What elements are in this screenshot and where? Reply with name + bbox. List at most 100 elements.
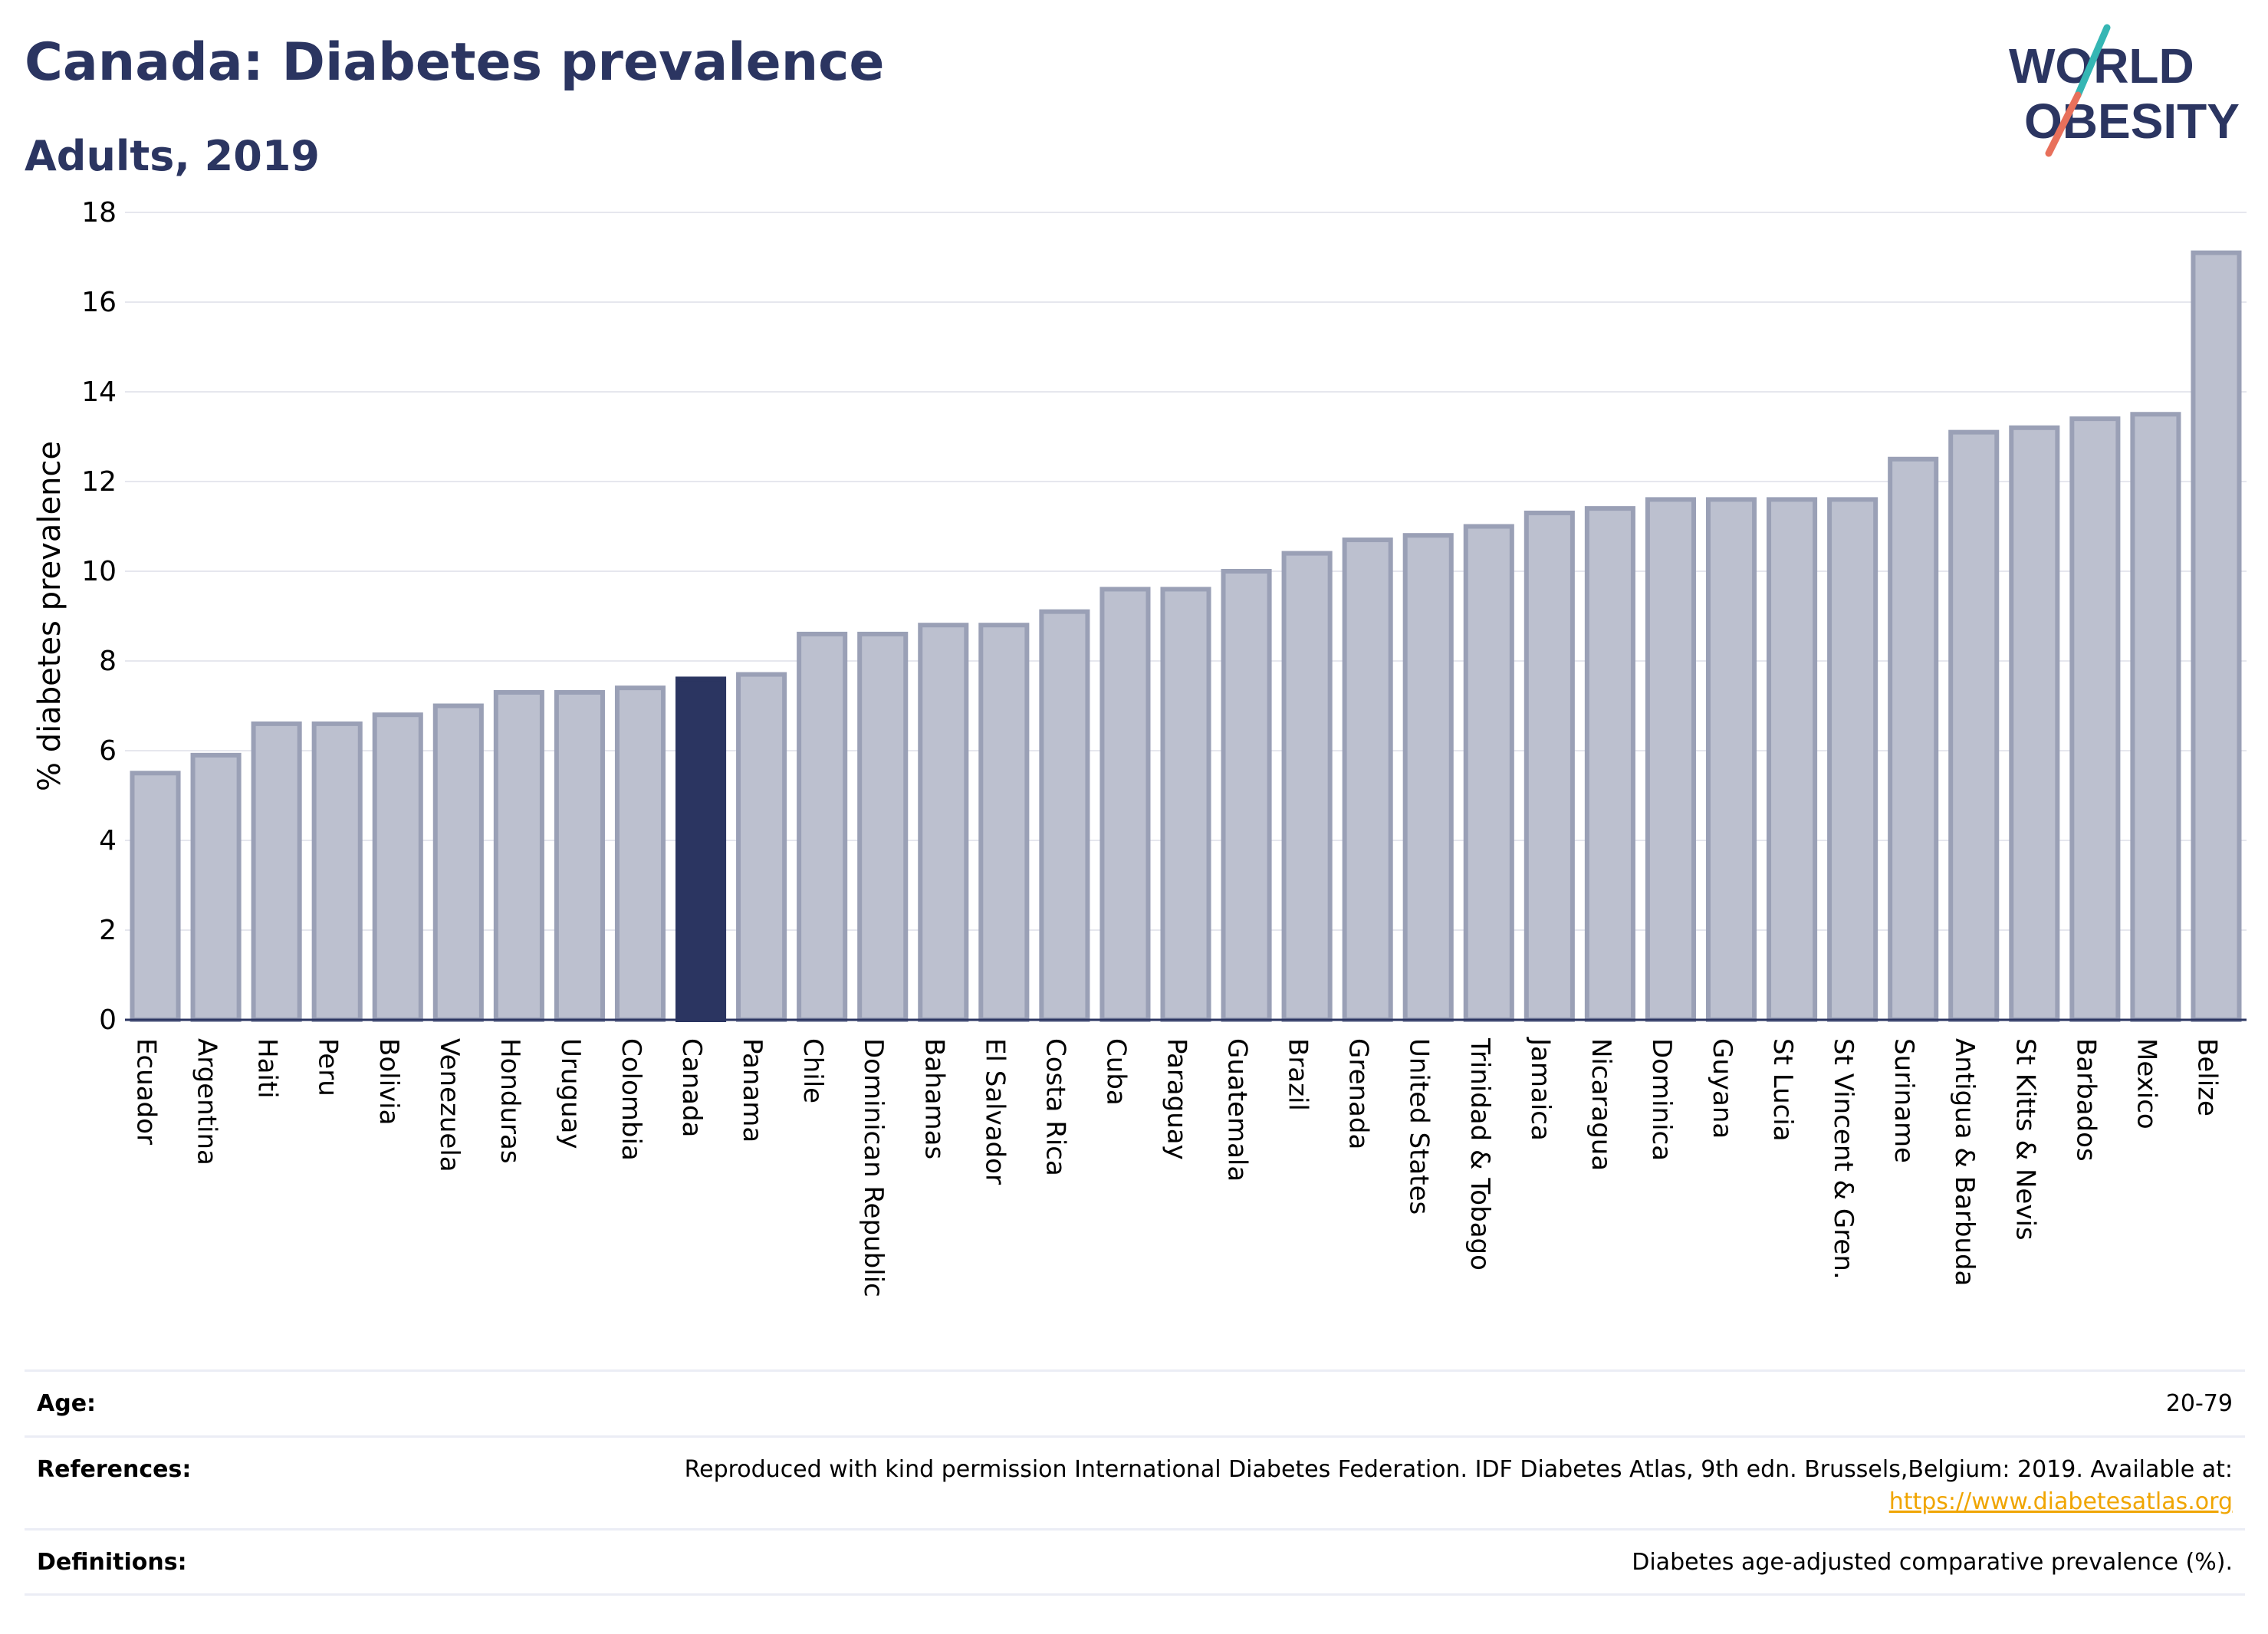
meta-references-label: References: [37, 1456, 192, 1483]
x-tick-label: Panama [737, 1038, 768, 1142]
bar-guatemala [1221, 569, 1272, 1022]
x-tick-label: Canada [676, 1038, 707, 1137]
bar-argentina [190, 752, 242, 1022]
bar-jamaica [1524, 510, 1575, 1022]
meta-definitions-row: Definitions: Diabetes age-adjusted compa… [25, 1530, 2245, 1596]
x-tick-label: Peru [313, 1038, 343, 1096]
x-tick-label: Guyana [1707, 1038, 1737, 1139]
y-tick-label: 14 [81, 376, 117, 408]
x-tick-label: Guatemala [1222, 1038, 1253, 1182]
x-tick-label: Haiti [252, 1038, 283, 1099]
x-tick-label: Uruguay [555, 1038, 586, 1149]
x-tick-label: Antigua & Barbuda [1949, 1038, 1980, 1286]
y-axis-ticks: 0 2 4 6 8 10 12 14 16 18 [81, 197, 117, 1036]
bar-honduras [493, 689, 544, 1022]
bar-nicaragua [1584, 506, 1635, 1022]
meta-references-row: References: Reproduced with kind permiss… [25, 1438, 2245, 1530]
bar-peru [311, 721, 363, 1023]
y-tick-label: 12 [81, 466, 117, 498]
meta-references-link[interactable]: https://www.diabetesatlas.org [1888, 1488, 2233, 1515]
bar-antigua-barbuda [1948, 429, 2000, 1022]
bar-st-vincent-gren- [1827, 497, 1878, 1022]
y-tick-label: 10 [81, 556, 117, 587]
bar-chile [797, 631, 848, 1023]
y-tick-label: 18 [81, 197, 117, 228]
meta-definitions-value: Diabetes age-adjusted comparative preval… [1632, 1549, 2233, 1576]
x-axis-ticks: Ecuador Argentina Haiti Peru Bolivia Venezuel… [131, 1037, 2223, 1297]
bar-st-kitts-nevis [2009, 425, 2060, 1022]
x-tick-label: El Salvador [979, 1038, 1010, 1185]
x-tick-label: Brazil [1283, 1038, 1313, 1111]
meta-references-text: Reproduced with kind permission Internat… [684, 1456, 2233, 1483]
bar-bahamas [918, 623, 969, 1022]
y-axis-label: % diabetes prevalence [32, 441, 67, 791]
bar-st-lucia [1767, 497, 1818, 1022]
x-tick-label: Bolivia [373, 1038, 404, 1125]
bar-el-salvador [978, 623, 1030, 1022]
x-tick-label: Barbados [2070, 1038, 2101, 1162]
meta-age-label: Age: [37, 1390, 97, 1417]
logo-line2: OBESITY [2024, 94, 2240, 149]
logo-slash-red [2045, 91, 2082, 157]
x-tick-label: St Lucia [1767, 1038, 1798, 1142]
bar-dominican-republic [857, 631, 909, 1023]
bar-grenada [1342, 538, 1393, 1022]
meta-age-value: 20-79 [2165, 1390, 2233, 1417]
bar-canada [675, 676, 727, 1023]
x-tick-label: Argentina [192, 1038, 222, 1165]
bar-colombia [614, 685, 666, 1022]
bar-united-states [1402, 533, 1454, 1022]
bar-barbados [2069, 416, 2121, 1022]
bar-chart: 0 2 4 6 8 10 12 14 16 18 Ecuador Argentina Haiti Per… [32, 197, 2247, 1297]
x-tick-label: Belize [2191, 1038, 2222, 1116]
bar-ecuador [130, 771, 181, 1022]
x-tick-label: United States [1404, 1038, 1435, 1215]
x-tick-label: St Vincent & Gren. [1828, 1038, 1859, 1280]
y-tick-label: 4 [99, 825, 117, 856]
world-obesity-logo: WORLD OBESITY [2009, 24, 2240, 157]
chart-title: Canada: Diabetes prevalence [25, 32, 885, 93]
x-tick-label: Suriname [1888, 1038, 1919, 1163]
x-tick-label: Cuba [1100, 1038, 1131, 1106]
y-tick-label: 2 [99, 915, 117, 946]
bar-guyana [1705, 497, 1757, 1022]
meta-top-divider [25, 1369, 2245, 1372]
bar-dominica [1645, 497, 1696, 1022]
bar-bolivia [372, 712, 423, 1022]
chart-subtitle: Adults, 2019 [25, 132, 320, 180]
bar-haiti [251, 721, 302, 1023]
bar-belize [2191, 250, 2242, 1022]
x-tick-label: Dominican Republic [858, 1038, 889, 1297]
x-tick-label: Costa Rica [1040, 1038, 1070, 1176]
bar-panama [736, 672, 787, 1022]
x-tick-label: St Kitts & Nevis [2010, 1038, 2040, 1241]
x-tick-label: Dominica [1646, 1038, 1677, 1161]
x-tick-label: Trinidad & Tobago [1464, 1037, 1495, 1271]
bar-uruguay [554, 689, 605, 1022]
bar-venezuela [432, 703, 484, 1022]
bar-cuba [1099, 587, 1151, 1022]
y-tick-label: 8 [99, 646, 117, 677]
bars [130, 250, 2242, 1023]
bar-suriname [1888, 456, 1939, 1022]
bar-costa-rica [1039, 609, 1090, 1022]
bar-mexico [2130, 412, 2181, 1022]
logo-slash-teal [2074, 24, 2111, 99]
y-tick-label: 6 [99, 735, 117, 767]
x-tick-label: Chile [797, 1038, 828, 1103]
meta-age-row: Age: 20-79 [25, 1372, 2245, 1438]
x-tick-label: Ecuador [131, 1038, 162, 1145]
meta-definitions-label: Definitions: [37, 1549, 187, 1576]
x-tick-label: Honduras [495, 1038, 525, 1164]
x-tick-label: Grenada [1343, 1038, 1374, 1149]
x-tick-label: Jamaica [1525, 1037, 1556, 1141]
x-tick-label: Paraguay [1162, 1038, 1192, 1160]
x-tick-label: Venezuela [434, 1038, 465, 1172]
x-tick-label: Colombia [616, 1038, 646, 1161]
bar-paraguay [1160, 587, 1211, 1022]
bar-brazil [1281, 551, 1333, 1022]
x-tick-label: Bahamas [919, 1038, 949, 1159]
x-tick-label: Nicaragua [1586, 1038, 1616, 1171]
x-tick-label: Mexico [2131, 1038, 2161, 1129]
y-tick-label: 0 [99, 1004, 117, 1036]
